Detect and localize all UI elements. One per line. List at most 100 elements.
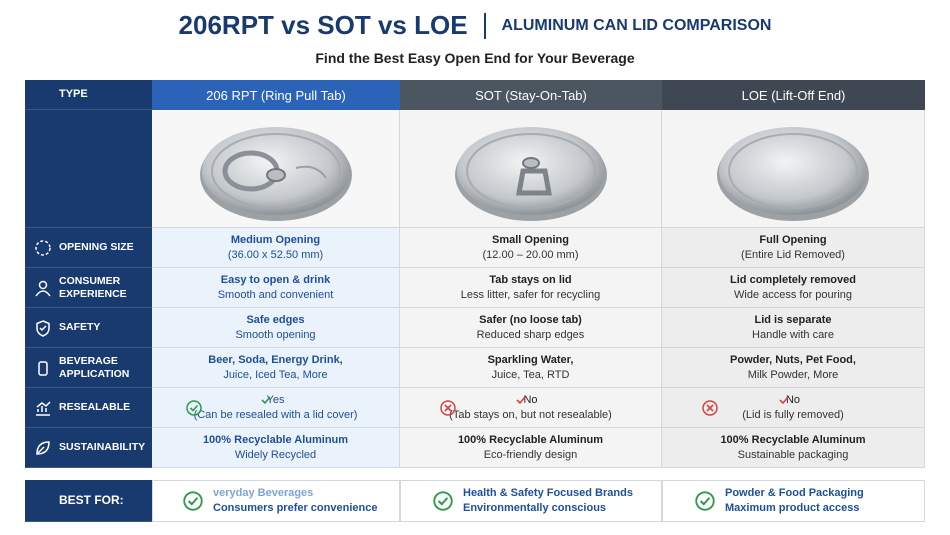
image-cell — [152, 110, 400, 228]
cell-detail: Eco-friendly design — [483, 448, 578, 461]
table-cell: 100% Recyclable Aluminum Eco-friendly des… — [400, 428, 662, 468]
lid-image — [717, 126, 869, 221]
row-label: SUSTAINABILITY — [25, 428, 152, 468]
cell-detail: Widely Recycled — [234, 448, 317, 461]
cell-detail: (Can be resealed with a lid cover) — [193, 408, 358, 421]
cell-heading: Powder, Nuts, Pet Food, — [730, 353, 856, 366]
cell-heading: Safe edges — [246, 313, 305, 326]
header: 206RPT vs SOT vs LOE ALUMINUM CAN LID CO… — [0, 10, 950, 41]
tagline: Find the Best Easy Open End for Your Bev… — [315, 50, 635, 66]
cell-heading: Easy to open & drink — [220, 273, 331, 286]
cell-heading: Small Opening — [491, 233, 569, 246]
best-for-heading: veryday Beverages — [213, 487, 314, 499]
cell-heading: 100% Recyclable Aluminum — [457, 433, 604, 446]
status-icon — [702, 400, 718, 416]
status-mark — [778, 396, 789, 405]
table-cell: Safer (no loose tab) Reduced sharp edges — [400, 308, 662, 348]
row-icon — [36, 401, 51, 416]
cell-detail: Sustainable packaging — [737, 448, 849, 461]
cell-heading: Lid completely removed — [730, 273, 856, 286]
cell-heading: No — [523, 393, 538, 406]
cell-detail: Wide access for pouring — [734, 288, 852, 301]
table-cell: Medium Opening (36.00 x 52.50 mm) — [152, 228, 400, 268]
table-cell: Yes (Can be resealed with a lid cover) — [152, 388, 400, 428]
row-icon — [35, 240, 51, 256]
cell-heading: Yes — [266, 393, 285, 406]
table-cell: No (Lid is fully removed) — [662, 388, 925, 428]
cell-detail: Juice, Tea, RTD — [491, 368, 570, 381]
table-cell: No (Tab stays on, but not resealable) — [400, 388, 662, 428]
best-for-text: Health & Safety Focused Brands Environmen… — [463, 486, 633, 516]
cell-detail: (Lid is fully removed) — [742, 408, 844, 421]
check-icon — [433, 491, 453, 511]
best-for-detail: Maximum product access — [725, 502, 860, 514]
table-cell: 100% Recyclable Aluminum Sustainable pack… — [662, 428, 925, 468]
cell-heading: Lid is separate — [754, 313, 832, 326]
table-cell: 100% Recyclable Aluminum Widely Recycled — [152, 428, 400, 468]
cell-heading: Sparkling Water, — [487, 353, 574, 366]
cell-heading: No — [785, 393, 801, 406]
row-icon — [38, 361, 48, 376]
cell-detail: (Entire Lid Removed) — [741, 248, 845, 261]
title: 206RPT vs SOT vs LOE — [178, 10, 468, 40]
row-label: OPENING SIZE — [25, 228, 152, 268]
cell-detail: (Tab stays on, but not resealable) — [449, 408, 612, 421]
table-cell: Safe edges Smooth opening — [152, 308, 400, 348]
status-icon — [440, 400, 456, 416]
table-cell: Sparkling Water, Juice, Tea, RTD — [400, 348, 662, 388]
cell-heading: Beer, Soda, Energy Drink, — [208, 353, 343, 366]
table-cell: Beer, Soda, Energy Drink, Juice, Iced Tea… — [152, 348, 400, 388]
status-mark — [261, 396, 271, 405]
subtitle: ALUMINUM CAN LID COMPARISON — [501, 16, 772, 34]
table-cell: Powder, Nuts, Pet Food, Milk Powder, More — [662, 348, 925, 388]
cell-detail: Smooth and convenient — [217, 288, 334, 301]
status-icon — [186, 400, 202, 416]
status-mark — [516, 396, 526, 405]
row-label: CONSUMER EXPERIENCE — [25, 268, 152, 308]
table-cell: Full Opening (Entire Lid Removed) — [662, 228, 925, 268]
cell-detail: Juice, Iced Tea, More — [223, 368, 328, 381]
table-cell: Easy to open & drink Smooth and convenien… — [152, 268, 400, 308]
image-cell — [662, 110, 925, 228]
cell-heading: 100% Recyclable Aluminum — [202, 433, 349, 446]
column-header: SOT (Stay-On-Tab) — [400, 80, 662, 110]
row-icon — [36, 441, 50, 455]
cell-heading: Tab stays on lid — [489, 273, 572, 286]
cell-detail: (12.00 – 20.00 mm) — [482, 248, 579, 261]
row-label: BEVERAGE APPLICATION — [25, 348, 152, 388]
lid-image — [454, 126, 607, 221]
best-for-detail: Environmentally conscious — [463, 502, 607, 514]
table-cell: Lid is separate Handle with care — [662, 308, 925, 348]
table-cell: Lid completely removed Wide access for po… — [662, 268, 925, 308]
cell-heading: Full Opening — [759, 233, 827, 246]
label-cell — [25, 110, 152, 228]
divider — [483, 12, 486, 39]
best-for-cell: Health & Safety Focused Brands Environmen… — [400, 480, 662, 522]
column-header: 206 RPT (Ring Pull Tab) — [152, 80, 400, 110]
column-header: LOE (Lift-Off End) — [662, 80, 925, 110]
cell-detail: Less litter, safer for recycling — [460, 288, 601, 301]
cell-heading: Medium Opening — [230, 233, 321, 246]
row-icon — [36, 320, 50, 337]
cell-detail: Smooth opening — [235, 328, 316, 341]
best-for-cell: veryday Beverages Consumers prefer conven… — [152, 480, 400, 522]
best-for-text: veryday Beverages Consumers prefer conven… — [213, 486, 377, 516]
row-icon — [35, 280, 51, 297]
lid-image — [199, 126, 352, 221]
best-for-heading: Health & Safety Focused Brands — [463, 487, 633, 499]
best-for-cell: Powder & Food Packaging Maximum product a… — [662, 480, 925, 522]
cell-detail: Reduced sharp edges — [476, 328, 585, 341]
cell-heading: 100% Recyclable Aluminum — [720, 433, 866, 446]
table-cell: Small Opening (12.00 – 20.00 mm) — [400, 228, 662, 268]
best-for-heading: Powder & Food Packaging — [725, 487, 864, 499]
cell-detail: (36.00 x 52.50 mm) — [227, 248, 324, 261]
best-for-text: Powder & Food Packaging Maximum product a… — [725, 486, 864, 516]
cell-heading: Safer (no loose tab) — [479, 313, 582, 326]
best-for-detail: Consumers prefer convenience — [213, 502, 378, 514]
corner-label: TYPE — [25, 80, 152, 110]
check-icon — [183, 491, 203, 511]
best-for-label: BEST FOR: — [25, 480, 152, 522]
row-label: SAFETY — [25, 308, 152, 348]
check-icon — [695, 491, 715, 511]
